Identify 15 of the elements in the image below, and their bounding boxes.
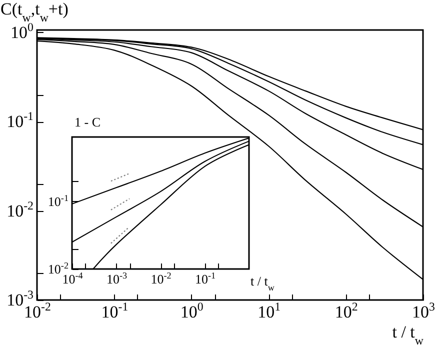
x-tick-label: 10$^{0}$ — [180, 300, 204, 322]
x-tick-label: 10$^{-3}$ — [106, 270, 128, 286]
x-tick-label: 10$^{1}$ — [258, 300, 281, 322]
x-axis-title: t / t$_{w}$ — [392, 322, 424, 348]
x-tick-label: 10$^{3}$ — [412, 300, 436, 322]
x-axis-title: t / t$_{w}$ — [250, 274, 275, 292]
y-tick-label: 10$^{-2}$ — [6, 198, 34, 220]
y-tick-label: 10$^{-1}$ — [6, 109, 34, 132]
x-tick-label: 10$^{-4}$ — [62, 270, 84, 286]
x-tick-label: 10$^{-1}$ — [101, 300, 128, 322]
y-axis-title: C(t$_{w}$,t$_{w}$+t) — [0, 0, 68, 24]
x-tick-label: 10$^{2}$ — [334, 300, 358, 322]
x-tick-label: 10$^{-2}$ — [150, 270, 172, 286]
x-tick-label: 10$^{-1}$ — [194, 270, 216, 286]
y-axis-title: 1 - C — [74, 114, 100, 130]
